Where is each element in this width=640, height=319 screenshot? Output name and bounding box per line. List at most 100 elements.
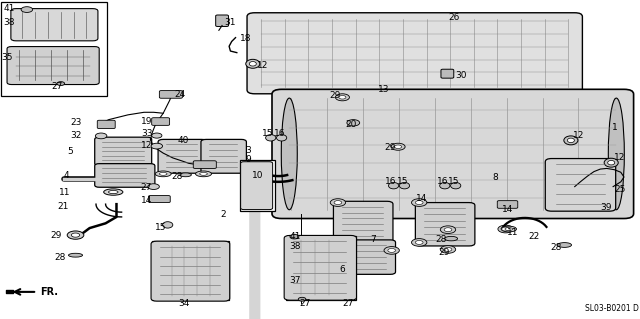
FancyBboxPatch shape <box>152 118 170 125</box>
Ellipse shape <box>445 236 458 241</box>
Text: 38: 38 <box>289 242 301 251</box>
FancyBboxPatch shape <box>284 235 356 300</box>
Text: 13: 13 <box>378 85 389 94</box>
Ellipse shape <box>347 120 360 126</box>
Text: 26: 26 <box>448 13 460 22</box>
Text: 15: 15 <box>397 177 408 186</box>
Ellipse shape <box>505 228 513 230</box>
FancyBboxPatch shape <box>216 15 228 26</box>
FancyBboxPatch shape <box>545 159 616 211</box>
Text: 27: 27 <box>141 183 152 192</box>
Ellipse shape <box>163 222 173 228</box>
Text: 16: 16 <box>274 129 285 138</box>
Text: 33: 33 <box>141 130 152 138</box>
Text: 3: 3 <box>246 146 252 155</box>
Text: 16: 16 <box>385 177 397 186</box>
Text: 4: 4 <box>64 171 70 180</box>
Ellipse shape <box>266 135 276 141</box>
FancyBboxPatch shape <box>95 137 152 166</box>
Bar <box>240 160 275 211</box>
Text: 5: 5 <box>67 147 73 156</box>
Text: 11: 11 <box>507 228 518 237</box>
Ellipse shape <box>334 241 342 244</box>
Ellipse shape <box>498 225 513 233</box>
Ellipse shape <box>21 7 33 12</box>
Text: 2: 2 <box>221 210 227 219</box>
Ellipse shape <box>298 297 306 301</box>
FancyBboxPatch shape <box>272 89 634 219</box>
FancyBboxPatch shape <box>159 91 182 98</box>
Text: 35: 35 <box>1 53 13 62</box>
Ellipse shape <box>330 199 346 206</box>
Text: 22: 22 <box>528 232 540 241</box>
Text: 14: 14 <box>416 194 428 203</box>
Text: 41: 41 <box>3 4 15 13</box>
Bar <box>1 2 107 96</box>
Ellipse shape <box>444 228 452 232</box>
FancyBboxPatch shape <box>97 120 115 129</box>
Ellipse shape <box>391 143 405 150</box>
Text: 30: 30 <box>456 71 467 80</box>
FancyBboxPatch shape <box>497 201 518 208</box>
Ellipse shape <box>334 201 342 204</box>
Ellipse shape <box>399 182 410 189</box>
Ellipse shape <box>155 171 172 177</box>
Ellipse shape <box>440 246 456 253</box>
Ellipse shape <box>557 242 572 248</box>
Ellipse shape <box>415 201 423 204</box>
Ellipse shape <box>501 226 516 232</box>
Text: 20: 20 <box>346 120 357 129</box>
Text: SL03-B0201 D: SL03-B0201 D <box>585 304 639 313</box>
Text: 38: 38 <box>3 18 15 27</box>
FancyBboxPatch shape <box>342 240 396 274</box>
Text: 12: 12 <box>614 153 626 162</box>
Ellipse shape <box>440 226 456 234</box>
Text: 27: 27 <box>342 299 354 308</box>
Text: 29: 29 <box>50 231 61 240</box>
FancyBboxPatch shape <box>201 139 246 173</box>
Text: 41: 41 <box>289 232 301 241</box>
Ellipse shape <box>330 239 346 246</box>
Ellipse shape <box>196 171 211 177</box>
Bar <box>152 241 229 300</box>
Ellipse shape <box>568 138 575 143</box>
Text: 6: 6 <box>339 265 345 274</box>
Ellipse shape <box>412 199 427 206</box>
FancyBboxPatch shape <box>158 139 207 173</box>
Ellipse shape <box>104 189 123 195</box>
Ellipse shape <box>159 172 167 175</box>
Ellipse shape <box>502 227 509 231</box>
Ellipse shape <box>72 233 79 237</box>
Text: 28: 28 <box>172 172 183 181</box>
Text: 28: 28 <box>435 235 447 244</box>
Text: 34: 34 <box>178 299 189 308</box>
Text: 25: 25 <box>614 185 626 194</box>
Ellipse shape <box>151 143 163 149</box>
FancyBboxPatch shape <box>333 201 393 242</box>
Ellipse shape <box>246 59 260 68</box>
Text: 15: 15 <box>448 177 460 186</box>
Ellipse shape <box>384 247 399 254</box>
Ellipse shape <box>67 231 84 239</box>
Text: 1: 1 <box>612 123 618 132</box>
Text: 10: 10 <box>252 171 263 180</box>
FancyBboxPatch shape <box>7 47 99 85</box>
Ellipse shape <box>152 133 162 138</box>
Ellipse shape <box>339 96 346 99</box>
Ellipse shape <box>95 133 107 139</box>
Ellipse shape <box>609 98 625 210</box>
FancyBboxPatch shape <box>11 9 98 41</box>
Ellipse shape <box>440 182 450 189</box>
Ellipse shape <box>276 135 287 141</box>
Ellipse shape <box>57 82 65 85</box>
FancyBboxPatch shape <box>151 241 230 301</box>
Text: 8: 8 <box>493 173 499 182</box>
Text: 21: 21 <box>58 202 69 211</box>
FancyBboxPatch shape <box>193 161 216 168</box>
FancyBboxPatch shape <box>148 196 170 203</box>
Text: 27: 27 <box>300 299 311 308</box>
Text: 29: 29 <box>438 248 450 256</box>
Text: 15: 15 <box>262 129 274 138</box>
Ellipse shape <box>109 190 118 194</box>
Ellipse shape <box>282 98 298 210</box>
